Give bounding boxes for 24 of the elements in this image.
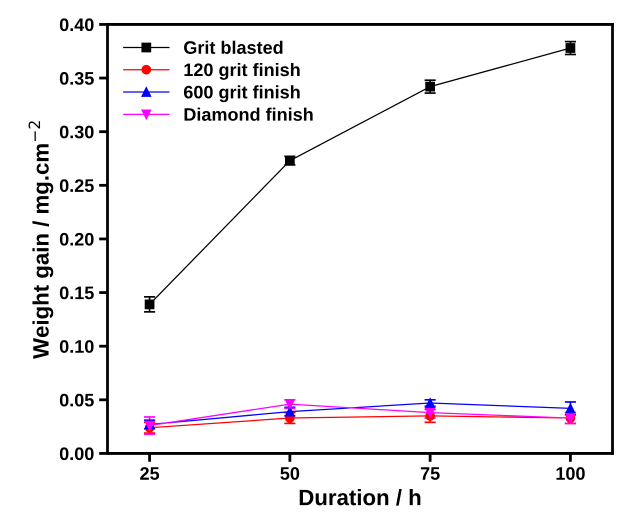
point [566,404,576,414]
legend-label: 120 grit finish [184,62,300,80]
point [566,43,576,53]
x-tick-label: 50 [280,467,300,480]
y-tick-label: 0.35 [60,72,94,85]
y-tick-label: 0.00 [60,447,94,460]
point [425,82,435,92]
y-tick-label: 0.15 [60,286,94,300]
y-tick-label: 0.25 [60,179,94,192]
point [144,300,154,310]
point [425,408,435,418]
legend-label: 600 grit finish [184,85,300,102]
legend-label: Grit blasted [184,40,282,54]
y-tick-label: 0.40 [60,18,94,32]
legend-label: Diamond finish [184,108,313,121]
x-tick-label: 75 [420,467,440,480]
x-axis-title: Duration / h [300,489,420,506]
x-tick-label: 25 [140,467,160,480]
x-tick-label: 100 [556,467,585,480]
y-tick-label: 0.05 [60,394,94,407]
y-axis-title: Weight gain / mg.cm$^{−2}$ [28,121,54,359]
y-tick-label: 0.30 [60,126,94,138]
y-tick-label: 0.20 [60,232,94,246]
y-tick-label: 0.10 [60,340,94,353]
